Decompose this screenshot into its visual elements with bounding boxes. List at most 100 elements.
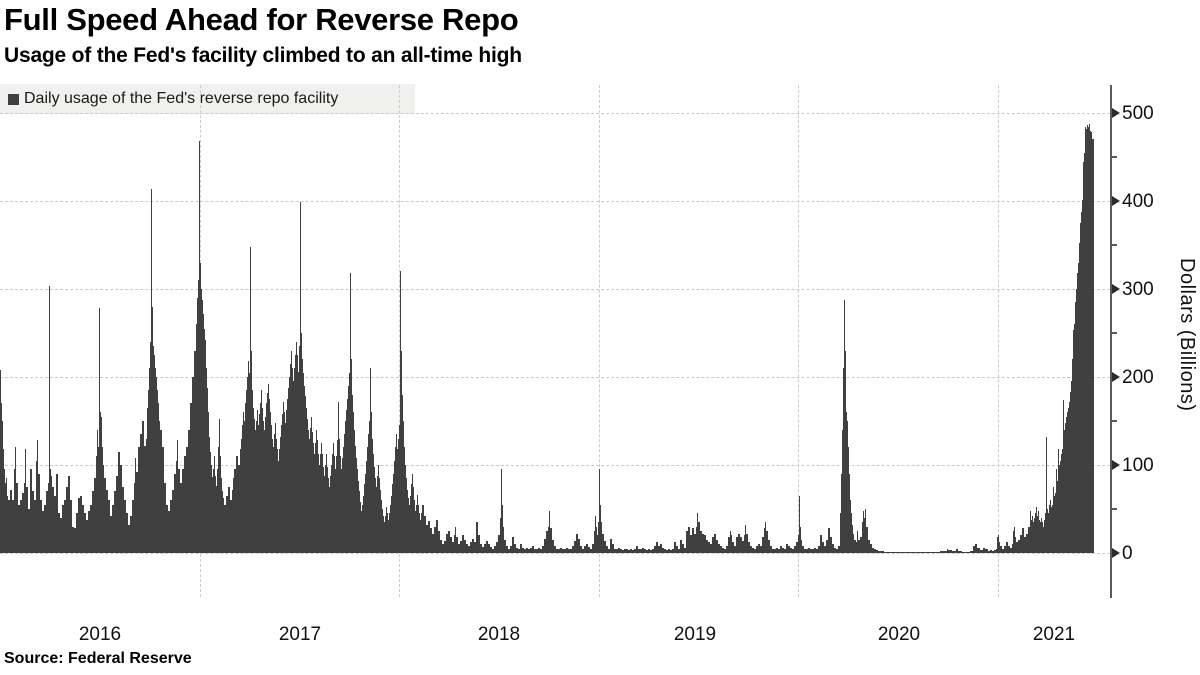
bar xyxy=(510,545,512,553)
bar xyxy=(595,516,596,553)
bar xyxy=(1015,537,1016,553)
bar xyxy=(1053,487,1054,553)
y-major-tick-icon xyxy=(1112,372,1120,382)
bar xyxy=(401,350,402,553)
bar xyxy=(284,412,285,553)
bar xyxy=(504,539,506,553)
bar xyxy=(578,538,580,553)
bar xyxy=(118,451,120,553)
bar xyxy=(670,550,672,553)
bar xyxy=(806,549,808,553)
bar xyxy=(372,438,373,553)
bar xyxy=(192,377,194,553)
bar xyxy=(149,368,150,553)
bar xyxy=(362,504,363,553)
bar xyxy=(322,454,323,553)
bar xyxy=(412,473,413,553)
bar xyxy=(750,545,752,553)
bar xyxy=(516,547,518,553)
bar xyxy=(1071,381,1072,553)
bar xyxy=(44,504,46,553)
bar xyxy=(736,537,738,553)
bar xyxy=(801,539,802,553)
bar xyxy=(206,368,207,553)
bar xyxy=(215,475,216,553)
bar xyxy=(209,436,210,553)
bar xyxy=(279,449,280,553)
bar xyxy=(293,380,294,553)
bar xyxy=(265,416,266,553)
bar xyxy=(326,454,327,553)
bar xyxy=(248,361,249,553)
bar xyxy=(860,537,862,553)
bar xyxy=(34,500,36,553)
bar xyxy=(267,392,268,553)
bar xyxy=(980,550,983,553)
bar xyxy=(634,548,636,553)
bar xyxy=(198,280,199,553)
bar xyxy=(997,537,998,553)
bar xyxy=(844,299,845,553)
bar xyxy=(397,449,398,553)
bar xyxy=(216,486,217,553)
source-note: Source: Federal Reserve xyxy=(4,650,192,667)
bar xyxy=(748,542,750,553)
bar xyxy=(724,548,726,553)
bar xyxy=(468,545,470,553)
bar xyxy=(656,542,658,553)
bar xyxy=(1016,542,1018,553)
bar xyxy=(160,429,162,553)
bar xyxy=(268,384,269,553)
bar xyxy=(1060,460,1061,553)
bar xyxy=(144,445,146,553)
bar xyxy=(728,537,730,553)
bar xyxy=(868,539,870,553)
bar xyxy=(697,512,698,553)
bar xyxy=(151,188,152,553)
bar xyxy=(394,460,395,553)
bar xyxy=(554,545,556,553)
bar xyxy=(570,549,572,553)
bar xyxy=(484,544,486,553)
bar xyxy=(196,324,197,553)
bar xyxy=(1012,544,1013,553)
bar xyxy=(25,449,26,553)
bar xyxy=(1046,436,1047,553)
bar xyxy=(786,544,788,553)
bar xyxy=(770,545,772,553)
bar xyxy=(84,513,86,553)
bar xyxy=(646,550,648,553)
bar xyxy=(122,487,124,553)
bar xyxy=(1057,480,1058,553)
bar xyxy=(78,498,80,553)
bar xyxy=(924,552,928,553)
bar xyxy=(190,403,192,553)
bar xyxy=(349,372,350,553)
h-gridline xyxy=(0,377,1110,378)
bar xyxy=(702,533,704,553)
bar xyxy=(912,552,916,553)
bar xyxy=(985,549,988,553)
bar xyxy=(51,475,52,553)
y-major-tick-icon xyxy=(1112,548,1120,558)
bar xyxy=(556,548,558,553)
bar xyxy=(199,141,200,553)
bar xyxy=(772,548,774,553)
bar xyxy=(346,410,347,553)
bar xyxy=(947,548,948,553)
bar xyxy=(864,517,865,553)
bar xyxy=(780,545,782,553)
bar xyxy=(1069,401,1070,553)
bar xyxy=(456,537,458,553)
bar xyxy=(684,547,686,553)
bar xyxy=(168,510,170,553)
bar xyxy=(550,528,552,553)
bar xyxy=(738,533,740,553)
y-major-tick-icon xyxy=(1112,108,1120,118)
bar xyxy=(802,545,804,553)
bar xyxy=(16,482,18,553)
bar xyxy=(626,549,628,553)
bar xyxy=(303,372,304,553)
bar xyxy=(478,535,480,553)
